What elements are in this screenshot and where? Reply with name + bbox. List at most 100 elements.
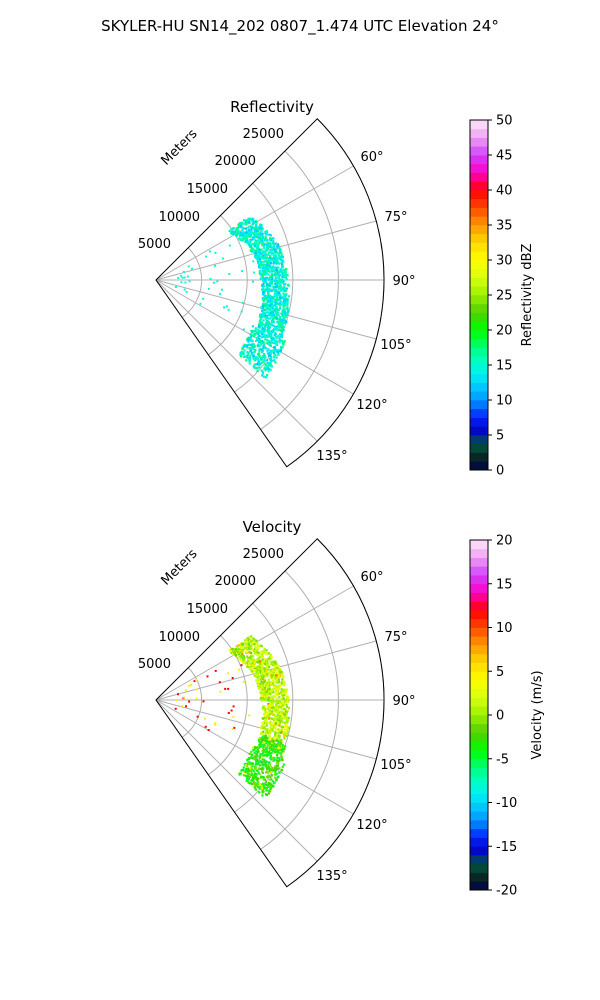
echo-gate	[248, 782, 251, 785]
echo-gate	[273, 665, 276, 668]
echo-gate	[279, 269, 282, 272]
echo-gate	[262, 698, 266, 701]
echo-gate	[272, 785, 275, 788]
echo-gate	[205, 255, 208, 258]
echo-gate	[264, 735, 267, 738]
echo-gate	[263, 266, 266, 269]
echo-gate	[231, 232, 235, 235]
echo-gate	[269, 280, 272, 283]
echo-gate	[260, 223, 263, 227]
radial-tick-label: 20000	[215, 154, 256, 169]
echo-gate	[275, 311, 278, 315]
echo-gate	[276, 705, 279, 709]
echo-gate	[239, 353, 242, 356]
echo-gate	[255, 639, 258, 642]
colorbar-tick-label: 40	[496, 184, 513, 199]
echo-gate	[267, 696, 270, 699]
echo-gate	[258, 334, 261, 337]
colorbar-swatch	[470, 793, 488, 803]
echo-gate	[263, 323, 266, 326]
echo-gate	[246, 764, 249, 767]
echo-gate	[260, 653, 264, 656]
echo-gate	[190, 267, 193, 270]
echo-gate	[272, 721, 276, 724]
echo-gate	[276, 671, 279, 674]
colorbar-swatch	[470, 172, 488, 182]
echo-gate	[268, 354, 271, 357]
echo-gate	[285, 290, 288, 293]
echo-gate	[263, 713, 266, 716]
echo-gate	[245, 651, 248, 654]
echo-gate	[280, 700, 283, 703]
echo-gate	[277, 253, 280, 256]
echo-gate	[263, 687, 266, 690]
echo-gate	[266, 302, 269, 305]
echo-gate	[250, 648, 253, 651]
echo-gate	[259, 313, 262, 316]
echo-gate	[255, 650, 258, 653]
echo-gate	[270, 239, 273, 242]
echo-gate	[251, 250, 254, 253]
echo-gate	[238, 651, 241, 654]
echo-gate	[273, 293, 276, 296]
echo-gate	[264, 251, 267, 254]
echo-gate	[259, 231, 262, 234]
echo-gate	[265, 760, 268, 763]
echo-gate	[253, 658, 256, 661]
echo-gate	[251, 665, 254, 668]
echo-gate	[271, 774, 274, 777]
echo-gate	[270, 712, 273, 715]
echo-gate	[270, 251, 273, 254]
echo-gate	[271, 682, 274, 685]
echo-gate	[285, 268, 288, 271]
echo-gate	[277, 707, 280, 710]
echo-gate	[253, 781, 256, 784]
echo-gate	[276, 259, 279, 262]
echo-gate	[219, 292, 222, 295]
echo-gate	[261, 266, 264, 269]
colorbar-swatch	[470, 435, 488, 445]
echo-gate	[255, 756, 258, 759]
echo-gate	[281, 264, 284, 267]
echo-gate	[253, 661, 256, 664]
echo-gate	[263, 758, 266, 761]
echo-gate	[275, 258, 278, 261]
echo-gate	[281, 326, 284, 329]
echo-gate	[264, 369, 267, 372]
echo-gate	[261, 676, 264, 679]
echo-gate	[278, 287, 281, 290]
echo-gate	[270, 335, 273, 338]
echo-gate	[235, 233, 238, 236]
echo-gate	[270, 683, 273, 686]
echo-gate	[264, 754, 267, 757]
echo-gate	[269, 306, 272, 309]
echo-gate	[277, 719, 280, 722]
echo-gate	[184, 281, 187, 284]
echo-gate	[256, 680, 259, 684]
colorbar-swatch	[470, 583, 488, 593]
echo-gate	[265, 729, 268, 732]
echo-gate	[272, 257, 275, 260]
echo-gate	[265, 288, 268, 291]
colorbar-swatch	[470, 846, 488, 856]
echo-gate	[274, 276, 277, 279]
echo-gate	[280, 331, 284, 335]
colorbar-swatch	[470, 251, 488, 261]
echo-gate	[284, 295, 287, 298]
echo-gate	[275, 356, 278, 359]
echo-gate	[265, 684, 268, 687]
echo-gate	[262, 708, 265, 711]
echo-gate	[252, 236, 255, 239]
echo-gate	[263, 759, 266, 763]
echo-gate	[242, 227, 245, 230]
echo-gate	[247, 351, 250, 354]
echo-gate	[241, 347, 244, 350]
echo-gate	[283, 724, 286, 727]
echo-gate	[264, 668, 267, 671]
echo-gate	[274, 776, 277, 779]
echo-gate	[183, 288, 186, 291]
echo-gate	[265, 665, 268, 669]
echo-gate	[270, 739, 273, 742]
echo-gate	[272, 308, 276, 311]
